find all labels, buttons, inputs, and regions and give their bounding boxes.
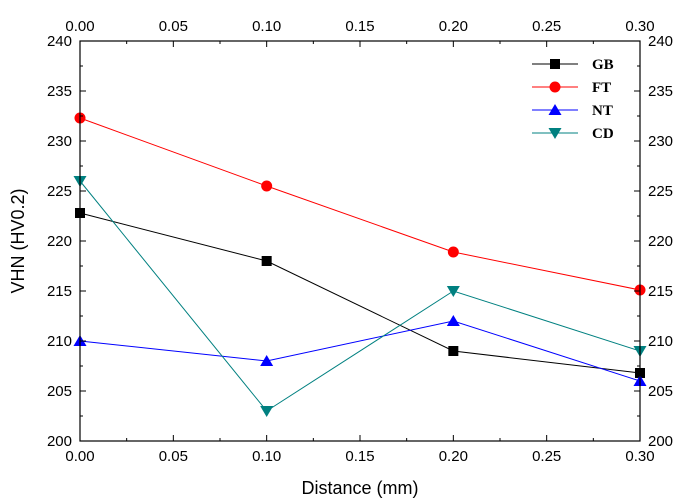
legend-marker-gb	[550, 59, 560, 69]
series-line-gb	[79, 212, 641, 374]
data-point-nt	[446, 315, 460, 326]
series-line-ft	[79, 117, 641, 291]
legend-marker-cd	[548, 128, 562, 139]
data-point-cd	[260, 406, 274, 417]
y-tick-label-right: 215	[648, 283, 673, 300]
y-tick-label-left: 230	[47, 133, 72, 150]
legend-marker-ft	[549, 81, 561, 93]
data-point-cd	[446, 286, 460, 297]
x-tick-label-top: 0.20	[439, 18, 468, 35]
x-tick-label-top: 0.05	[159, 18, 188, 35]
legend-label-nt: NT	[592, 103, 613, 119]
x-tick-label-top: 0.10	[252, 18, 281, 35]
y-tick-label-right: 240	[648, 33, 673, 50]
series-line-cd	[79, 180, 641, 412]
legend-label-ft: FT	[592, 80, 611, 96]
y-tick-label-right: 230	[648, 133, 673, 150]
y-tick-label-left: 205	[47, 383, 72, 400]
legend-label-cd: CD	[592, 126, 614, 142]
x-tick-label-bottom: 0.10	[252, 448, 281, 465]
legend-item-cd: CD	[532, 126, 614, 142]
data-point-ft	[447, 246, 459, 258]
x-tick-label-bottom: 0.05	[159, 448, 188, 465]
legend-marker-nt	[548, 104, 562, 115]
y-tick-label-left: 240	[47, 33, 72, 50]
y-tick-label-right: 225	[648, 183, 673, 200]
x-tick-label-bottom: 0.00	[65, 448, 94, 465]
y-tick-label-right: 235	[648, 83, 673, 100]
legend-item-ft: FT	[532, 80, 611, 96]
data-point-nt	[260, 355, 274, 366]
x-tick-label-top: 0.30	[625, 18, 654, 35]
legend-item-nt: NT	[532, 103, 613, 119]
y-tick-label-left: 235	[47, 83, 72, 100]
y-tick-label-left: 210	[47, 333, 72, 350]
series-line-nt	[79, 320, 641, 382]
y-tick-label-left: 225	[47, 183, 72, 200]
x-axis-title: Distance (mm)	[301, 478, 418, 498]
x-tick-label-bottom: 0.25	[532, 448, 561, 465]
x-tick-label-bottom: 0.20	[439, 448, 468, 465]
axes-layer: 0.00 0.00 0.05 0.05 0.10 0.10 0.15 0.15 0.20 0.20…	[47, 18, 673, 465]
y-axis-title: VHN (HV0.2)	[8, 188, 28, 293]
y-tick-label-right: 205	[648, 383, 673, 400]
legend-item-gb: GB	[532, 57, 614, 73]
y-tick-label-left: 200	[47, 433, 72, 450]
x-tick-label-top: 0.15	[345, 18, 374, 35]
x-tick-label-top: 0.25	[532, 18, 561, 35]
legend: GB FT NT CD	[532, 57, 614, 142]
y-tick-label-right: 210	[648, 333, 673, 350]
y-tick-label-right: 200	[648, 433, 673, 450]
data-point-gb	[261, 256, 272, 266]
y-tick-label-left: 220	[47, 233, 72, 250]
data-point-ft	[261, 180, 273, 192]
x-tick-label-top: 0.00	[65, 18, 94, 35]
y-tick-label-left: 215	[47, 283, 72, 300]
x-tick-label-bottom: 0.15	[345, 448, 374, 465]
legend-label-gb: GB	[592, 57, 614, 73]
x-tick-label-bottom: 0.30	[625, 448, 654, 465]
y-tick-label-right: 220	[648, 233, 673, 250]
data-point-gb	[448, 346, 459, 356]
